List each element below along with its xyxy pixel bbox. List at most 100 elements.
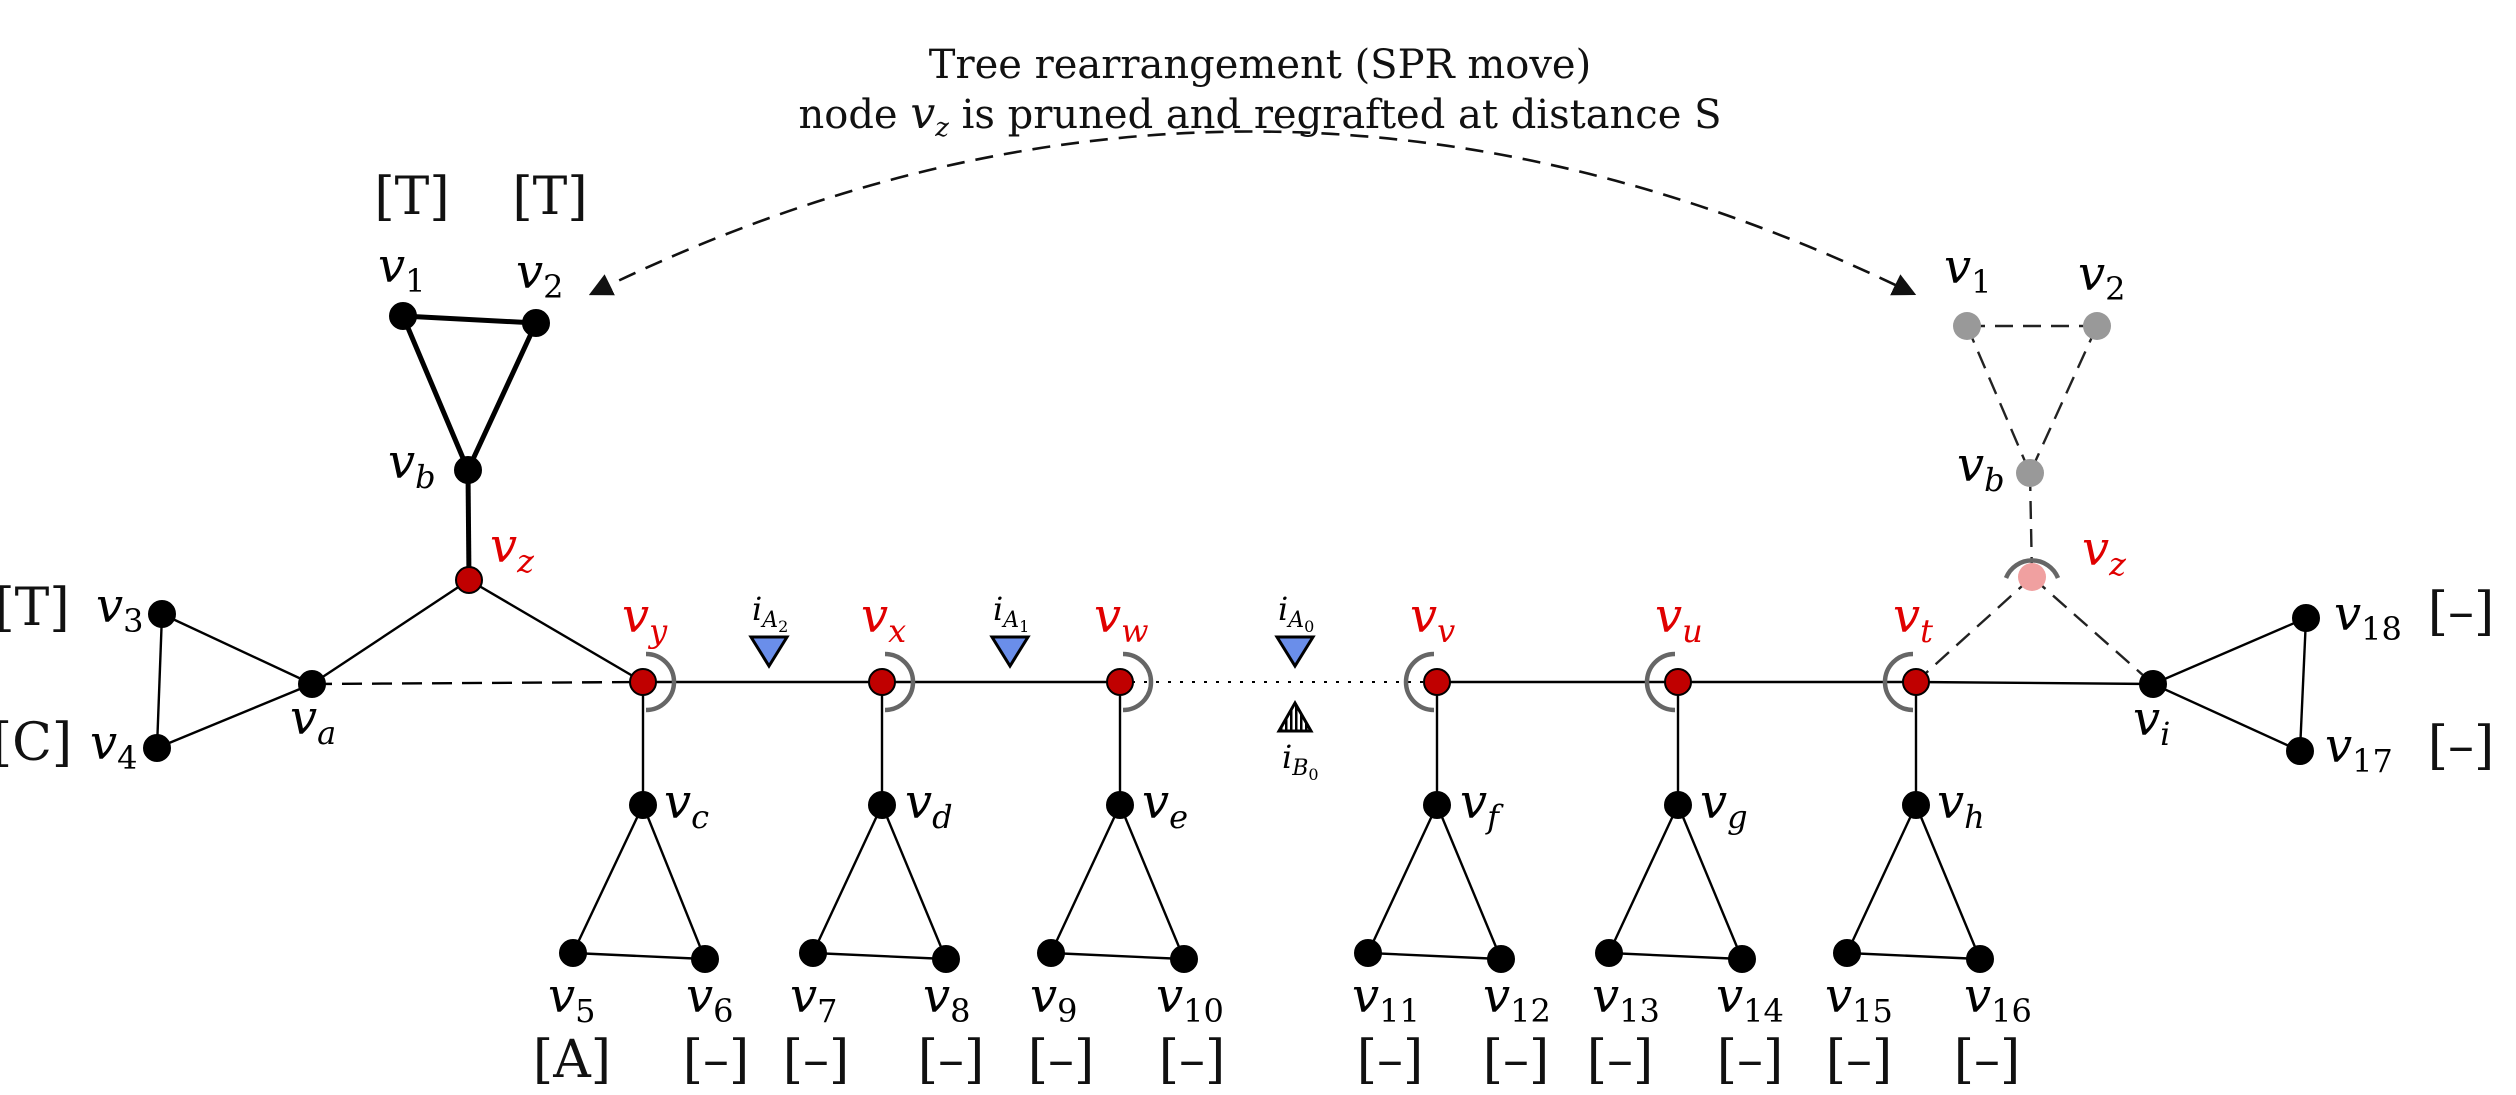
edge-va-vy-dashed <box>311 680 644 686</box>
state-tag-v6: [–] <box>683 1030 750 1090</box>
node-vd <box>868 791 896 819</box>
node-vh <box>1902 791 1930 819</box>
caption-line-2: node vz is pruned and regrafted at dista… <box>798 88 1721 143</box>
marker-labels: iA2 iA1 iA0 iB0 <box>752 590 1319 784</box>
nodes-regrafted <box>1953 312 2111 591</box>
edge-v1-vb <box>400 315 471 471</box>
edge-va-v4 <box>156 682 313 750</box>
node-vu <box>1664 668 1692 696</box>
edge-vd-v8 <box>880 804 948 960</box>
node-v11 <box>1354 939 1382 967</box>
node-vv <box>1423 668 1451 696</box>
arc-vt <box>1882 651 1914 713</box>
edge-vg-v13 <box>1607 804 1680 954</box>
edge-vi-v18 <box>2152 616 2307 686</box>
node-v16 <box>1966 945 1994 973</box>
node-label-v15: v15 <box>1825 968 1893 1030</box>
edge-ve-v10 <box>1118 804 1186 960</box>
state-tag-v2: [T] <box>512 167 587 227</box>
marker-label-iB0: iB0 <box>1282 738 1319 784</box>
edge-vz-va <box>311 578 470 686</box>
edge-vh-v16 <box>1914 804 1982 960</box>
caption-line-1: Tree rearrangement (SPR move) <box>929 42 1591 88</box>
state-tag-v5: [A] <box>533 1030 611 1090</box>
node-v7 <box>799 939 827 967</box>
edge-vt-vi <box>1915 680 2154 686</box>
edge-vz-vy <box>468 578 644 684</box>
edge-r-vz-vt <box>1915 576 2033 683</box>
node-v17 <box>2286 737 2314 765</box>
node-r-v2 <box>2083 312 2111 340</box>
node-label-v18: v18 <box>2334 586 2402 648</box>
node-v15 <box>1833 939 1861 967</box>
arc-r-vz <box>2003 558 2061 579</box>
node-v9 <box>1037 939 1065 967</box>
node-vg <box>1664 791 1692 819</box>
node-v14 <box>1728 945 1756 973</box>
state-tag-v10: [–] <box>1159 1030 1226 1090</box>
node-v3 <box>148 600 176 628</box>
state-tag-v12: [–] <box>1483 1030 1550 1090</box>
node-vx <box>868 668 896 696</box>
node-v4 <box>143 734 171 762</box>
marker-label-iA0: iA0 <box>1278 590 1314 636</box>
edge-v11-v12 <box>1367 951 1502 961</box>
node-label-vd: vd <box>905 774 953 836</box>
arc-vy <box>645 651 677 713</box>
node-label-ve: ve <box>1142 774 1188 836</box>
state-tag-v8: [–] <box>918 1030 985 1090</box>
marker-iB0 <box>1276 699 1314 733</box>
state-tag-v16: [–] <box>1954 1030 2021 1090</box>
node-label-v9: v9 <box>1030 968 1077 1030</box>
node-label-v10: v10 <box>1156 968 1224 1030</box>
marker-iA0 <box>1274 635 1316 669</box>
edge-vg-v14 <box>1676 804 1744 960</box>
edge-v2-vb <box>465 321 539 472</box>
state-tag-v9: [–] <box>1028 1030 1095 1090</box>
node-label-v12: v12 <box>1483 968 1551 1030</box>
node-v13 <box>1595 939 1623 967</box>
node-label-v1: v1 <box>378 238 425 300</box>
edges-original <box>155 313 2308 961</box>
node-r-vz <box>2018 563 2046 591</box>
edge-ve-v9 <box>1049 804 1122 954</box>
edge-v7-v8 <box>812 951 947 961</box>
nodes-original <box>143 302 2320 973</box>
node-v6 <box>691 945 719 973</box>
node-label-r-v1: v1 <box>1944 239 1991 301</box>
edge-v5-v6 <box>572 951 706 961</box>
arc-vu <box>1644 651 1676 713</box>
node-v12 <box>1487 945 1515 973</box>
node-v1 <box>389 302 417 330</box>
node-v18 <box>2292 604 2320 632</box>
node-vy <box>629 668 657 696</box>
state-tag-v13: [–] <box>1587 1030 1654 1090</box>
edge-v3-v4 <box>155 613 164 749</box>
node-label-vi: vi <box>2133 691 2170 753</box>
node-label-v6: v6 <box>686 968 733 1030</box>
node-r-v1 <box>1953 312 1981 340</box>
node-v10 <box>1170 945 1198 973</box>
edge-vh-v15 <box>1845 804 1918 954</box>
node-ve <box>1106 791 1134 819</box>
node-label-v11: v11 <box>1352 968 1420 1030</box>
arc-vw <box>1122 651 1154 713</box>
marker-iA2 <box>748 635 790 669</box>
state-tags: [T] [T] [T] [C] [A] [–] [–] [–] [–] [–] [–] [–] [–] [… <box>0 167 2494 1090</box>
marker-iA1 <box>989 635 1031 669</box>
node-vi <box>2139 670 2167 698</box>
node-label-vg: vg <box>1700 774 1748 836</box>
edge-vc-v6 <box>641 804 707 960</box>
edge-vc-v5 <box>571 804 645 954</box>
edge-v15-v16 <box>1846 951 1981 961</box>
edge-vf-v11 <box>1366 804 1439 954</box>
node-label-vt: vt <box>1893 588 1933 650</box>
edges-regrafted <box>1915 324 2154 685</box>
markers <box>748 635 1316 733</box>
attachment-arcs <box>645 558 2061 713</box>
node-label-r-vb: vb <box>1957 437 2005 499</box>
node-label-v14: v14 <box>1716 968 1784 1030</box>
node-vt <box>1902 668 1930 696</box>
